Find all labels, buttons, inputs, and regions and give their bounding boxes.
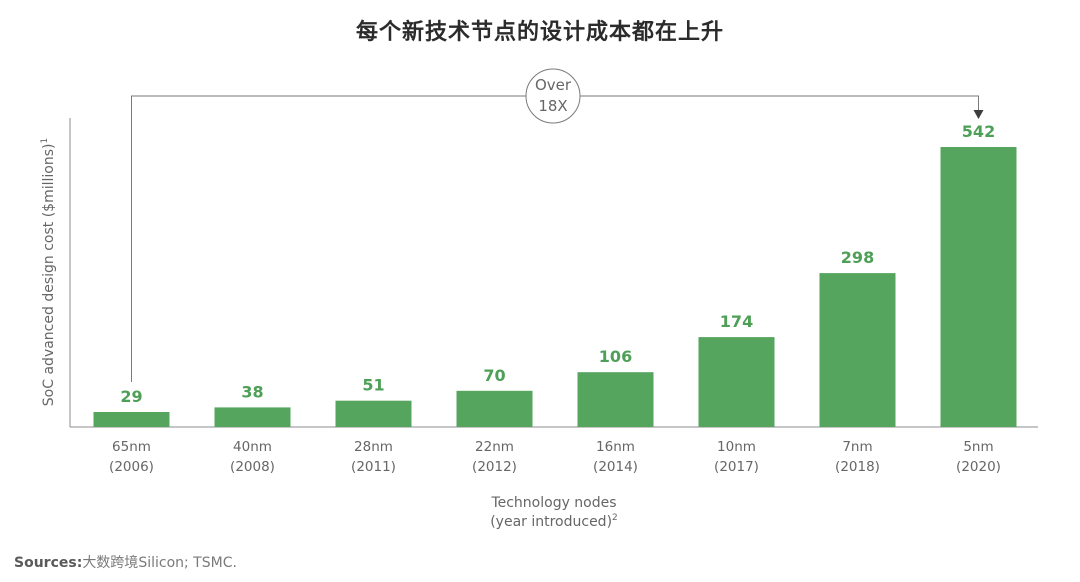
tick-year-65nm: (2006): [109, 459, 154, 475]
x-tick-labels: 65nm (2006) 40nm (2008) 28nm (2011) 22nm (2012)…: [109, 439, 1001, 475]
value-label-22nm: 70: [483, 366, 505, 385]
tick-year-10nm: (2017): [714, 459, 759, 475]
value-label-65nm: 29: [120, 387, 142, 406]
source-watermark: 大数跨境: [82, 555, 139, 571]
source-note: Sources:大数跨境Silicon; TSMC.: [14, 552, 237, 572]
bar-7nm: [819, 273, 896, 427]
bars: [93, 147, 1017, 427]
tick-label-16nm: 16nm: [596, 439, 635, 455]
tick-label-28nm: 28nm: [354, 439, 393, 455]
tick-year-7nm: (2018): [835, 459, 880, 475]
source-text: Silicon; TSMC.: [138, 555, 237, 571]
y-axis-footnote-mark: 1: [40, 138, 50, 144]
tick-year-22nm: (2012): [472, 459, 517, 475]
growth-callout: Over 18X: [131, 68, 984, 382]
bar-28nm: [335, 400, 412, 427]
tick-year-16nm: (2014): [593, 459, 638, 475]
tick-label-10nm: 10nm: [717, 439, 756, 455]
x-axis-footnote-mark: 2: [612, 513, 618, 523]
bar-65nm: [93, 412, 170, 427]
axis-titles: Technology nodes (year introduced)2 SoC ad…: [40, 138, 618, 530]
tick-year-5nm: (2020): [956, 459, 1001, 475]
callout-circle: [525, 68, 581, 124]
tick-label-7nm: 7nm: [842, 439, 872, 455]
value-label-40nm: 38: [241, 382, 263, 401]
x-axis-subtitle: (year introduced)2: [490, 513, 618, 530]
tick-label-65nm: 65nm: [112, 439, 151, 455]
value-label-16nm: 106: [599, 347, 632, 366]
tick-label-22nm: 22nm: [475, 439, 514, 455]
value-label-5nm: 542: [962, 122, 995, 141]
value-label-10nm: 174: [720, 312, 753, 331]
tick-label-40nm: 40nm: [233, 439, 272, 455]
callout-line2: 18X: [538, 97, 567, 115]
bar-5nm: [940, 147, 1017, 427]
bar-22nm: [456, 390, 533, 427]
bar-40nm: [214, 407, 291, 427]
callout-line1: Over: [535, 76, 572, 94]
value-label-7nm: 298: [841, 248, 874, 267]
tick-year-28nm: (2011): [351, 459, 396, 475]
bar-16nm: [577, 372, 654, 427]
tick-year-40nm: (2008): [230, 459, 275, 475]
callout-arrowhead: [973, 110, 984, 119]
x-axis-title: Technology nodes: [490, 495, 616, 511]
chart-title: 每个新技术节点的设计成本都在上升: [355, 20, 724, 45]
value-labels: 29 38 51 70 106 174 298 542: [120, 122, 995, 406]
value-label-28nm: 51: [362, 376, 384, 395]
tick-label-5nm: 5nm: [963, 439, 993, 455]
y-axis-title: SoC advanced design cost ($millions)1: [40, 138, 57, 406]
source-prefix: Sources:: [14, 555, 83, 571]
bar-10nm: [698, 337, 775, 427]
